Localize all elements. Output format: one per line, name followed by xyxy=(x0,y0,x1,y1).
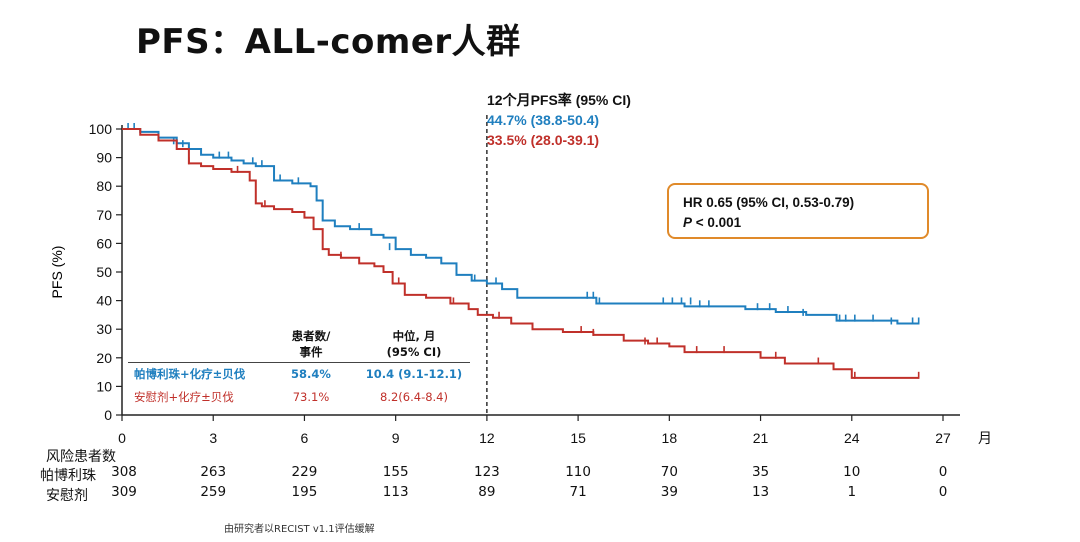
col-events-header: 患者数/ 事件 xyxy=(291,329,331,359)
table-row-red: 安慰剂+化疗±贝伐 73.1% 8.2(6.4-8.4) xyxy=(128,386,470,409)
p-value-line: P < 0.001 xyxy=(683,213,913,233)
at-risk-value: 195 xyxy=(291,484,318,500)
x-tick-label: 15 xyxy=(570,430,586,446)
landmark-blue: 44.7% (38.8-50.4) xyxy=(487,112,600,128)
landmark-12m: 12个月PFS率 (95% CI) 44.7% (38.8-50.4) 33.5… xyxy=(487,90,631,150)
at-risk-value: 308 xyxy=(111,464,137,480)
at-risk-value: 110 xyxy=(565,464,591,480)
summary-table-header: 患者数/ 事件 中位, 月 (95% CI) xyxy=(128,322,470,362)
arm-name: 帕博利珠+化疗±贝伐 xyxy=(134,367,246,381)
page-title: PFS：ALL-comer人群 xyxy=(136,22,521,62)
x-tick-label: 9 xyxy=(392,430,400,446)
y-tick-label: 30 xyxy=(96,321,112,337)
x-tick-label: 24 xyxy=(844,430,860,446)
at-risk-value: 113 xyxy=(382,484,409,500)
y-tick-label: 60 xyxy=(96,235,112,251)
x-tick-label: 12 xyxy=(479,430,495,446)
summary-table: 患者数/ 事件 中位, 月 (95% CI) 帕博利珠+化疗±贝伐 58.4% … xyxy=(128,322,470,409)
at-risk-value: 229 xyxy=(291,464,318,480)
km-curves xyxy=(122,123,920,379)
at-risk-value: 155 xyxy=(382,464,409,480)
table-row-blue: 帕博利珠+化疗±贝伐 58.4% 10.4 (9.1-12.1) xyxy=(128,363,470,386)
arm-name: 安慰剂+化疗±贝伐 xyxy=(134,390,234,404)
x-unit-label: 月 xyxy=(978,431,992,447)
risk-arm2-label: 安慰剂 xyxy=(46,488,88,504)
at-risk-value: 123 xyxy=(473,464,500,480)
arm-median: 10.4 (9.1-12.1) xyxy=(365,367,463,381)
y-tick-label: 90 xyxy=(96,150,112,166)
y-tick-label: 20 xyxy=(96,350,112,366)
x-tick-label: 3 xyxy=(209,430,217,446)
y-tick-label: 100 xyxy=(89,121,113,137)
y-tick-label: 40 xyxy=(96,293,112,309)
y-axis-label: PFS (%) xyxy=(49,246,65,299)
at-risk-value: 1 xyxy=(847,484,857,500)
p-symbol: P xyxy=(683,215,693,230)
at-risk-value: 70 xyxy=(660,464,678,480)
y-tick-label: 80 xyxy=(96,178,112,194)
chart-axes: 0 10 20 30 40 50 60 70 80 90 100 0 3 6 9 12 15 18 21 24 27 月 xyxy=(89,121,992,447)
km-series-line-2 xyxy=(122,128,919,379)
footnote: 由研究者以RECIST v1.1评估缓解 xyxy=(224,524,375,535)
x-tick-label: 6 xyxy=(301,430,309,446)
hr-line: HR 0.65 (95% CI, 0.53-0.79) xyxy=(683,195,855,210)
p-value: < 0.001 xyxy=(692,215,742,230)
at-risk-value: 309 xyxy=(111,484,137,500)
at-risk-value: 0 xyxy=(938,464,948,480)
y-tick-label: 0 xyxy=(104,407,112,423)
risk-heading: 风险患者数 xyxy=(46,449,116,465)
x-tick-label: 27 xyxy=(935,430,951,446)
x-tick-label: 18 xyxy=(662,430,678,446)
at-risk-value: 10 xyxy=(843,464,861,480)
y-tick-label: 70 xyxy=(96,207,112,223)
landmark-red: 33.5% (28.0-39.1) xyxy=(487,132,600,148)
landmark-heading: 12个月PFS率 (95% CI) xyxy=(487,92,631,108)
at-risk-value: 71 xyxy=(569,484,587,500)
at-risk-value: 263 xyxy=(200,464,227,480)
col-median-header: 中位, 月 (95% CI) xyxy=(386,329,442,359)
x-tick-label: 21 xyxy=(753,430,769,446)
risk-arm1-label: 帕博利珠 xyxy=(40,468,96,484)
at-risk-value: 89 xyxy=(478,484,496,500)
arm-median: 8.2(6.4-8.4) xyxy=(380,390,448,404)
at-risk-value: 0 xyxy=(938,484,948,500)
arm-events: 58.4% xyxy=(291,367,331,381)
table-rule xyxy=(128,362,470,363)
hazard-ratio-box: HR 0.65 (95% CI, 0.53-0.79) P < 0.001 xyxy=(667,183,929,239)
y-tick-label: 50 xyxy=(96,264,112,280)
x-tick-label: 0 xyxy=(118,430,126,446)
y-tick-label: 10 xyxy=(96,378,112,394)
at-risk-value: 35 xyxy=(751,464,770,480)
at-risk-value: 13 xyxy=(751,484,770,500)
arm-events: 73.1% xyxy=(292,390,330,404)
at-risk-value: 39 xyxy=(660,484,678,500)
at-risk-value: 259 xyxy=(200,484,227,500)
